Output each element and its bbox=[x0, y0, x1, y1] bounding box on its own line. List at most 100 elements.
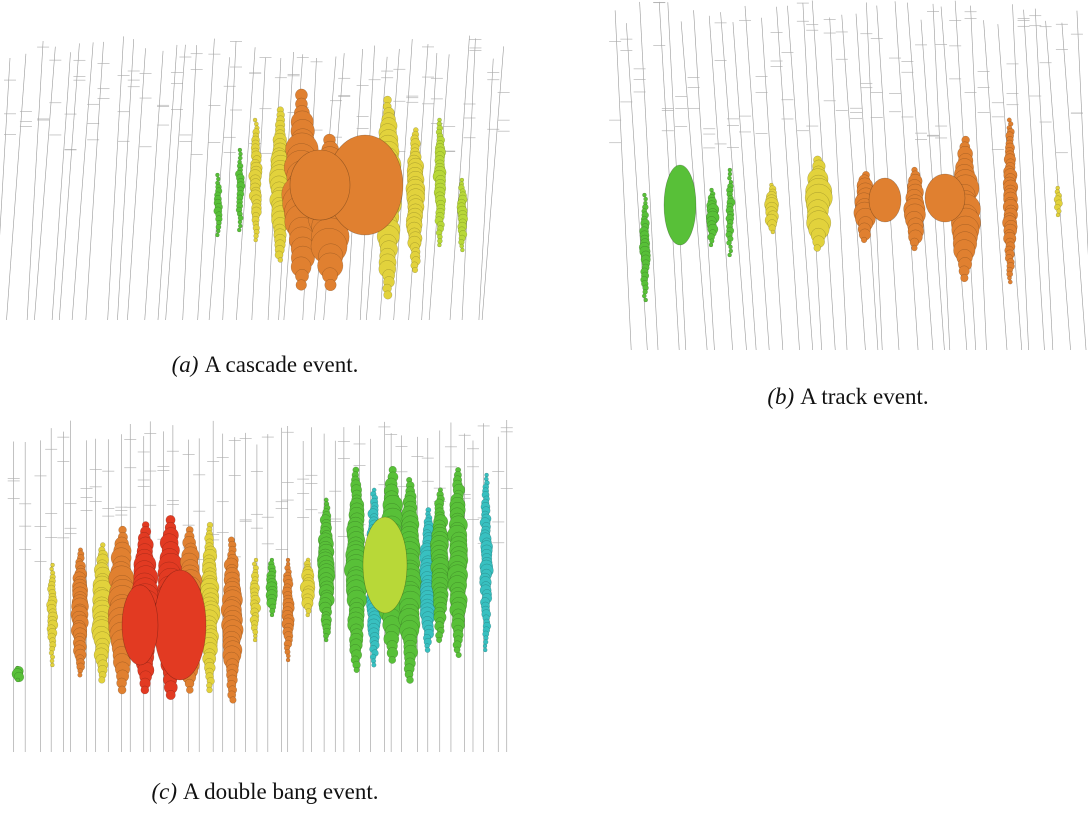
hit bbox=[1055, 212, 1061, 218]
panel-label: (b) bbox=[767, 384, 795, 409]
hit bbox=[253, 633, 258, 639]
detector-string bbox=[1034, 8, 1054, 351]
detector-string bbox=[117, 39, 135, 321]
detector-string bbox=[1076, 10, 1088, 256]
hit bbox=[641, 293, 647, 299]
hit bbox=[324, 278, 337, 292]
hit bbox=[708, 242, 714, 248]
detector-string bbox=[393, 39, 413, 321]
hit bbox=[305, 612, 310, 618]
hit bbox=[353, 666, 360, 674]
detector-string bbox=[732, 22, 757, 351]
hit bbox=[643, 196, 648, 202]
hit bbox=[254, 121, 259, 127]
hit bbox=[424, 647, 431, 653]
detector-string bbox=[614, 10, 632, 351]
hit-cluster bbox=[289, 149, 351, 221]
hit bbox=[277, 257, 284, 263]
hit bbox=[252, 637, 258, 643]
hit bbox=[237, 155, 243, 161]
caption-text: A track event. bbox=[800, 384, 929, 409]
hit bbox=[642, 289, 648, 295]
hit bbox=[15, 677, 21, 683]
hit bbox=[186, 686, 194, 694]
detector-string bbox=[144, 50, 164, 321]
hit bbox=[50, 562, 55, 568]
hit-cluster bbox=[153, 569, 207, 681]
detector-string bbox=[449, 35, 470, 321]
hit bbox=[726, 240, 732, 246]
hit bbox=[237, 215, 244, 221]
hit-cluster bbox=[924, 173, 966, 223]
hit bbox=[295, 279, 307, 291]
detector-string bbox=[481, 46, 504, 321]
hit bbox=[770, 229, 776, 235]
hit bbox=[117, 685, 127, 695]
hit bbox=[460, 247, 465, 253]
hit bbox=[406, 676, 414, 684]
detector-string bbox=[876, 5, 900, 351]
hit bbox=[285, 653, 291, 659]
panel-label: (a) bbox=[171, 352, 199, 377]
hit bbox=[455, 651, 462, 659]
hit bbox=[253, 237, 258, 243]
hit bbox=[236, 227, 242, 233]
detector-string bbox=[894, 1, 919, 351]
hit bbox=[50, 662, 55, 668]
panel-label: (c) bbox=[151, 779, 178, 804]
hit bbox=[216, 176, 221, 182]
hit bbox=[1007, 279, 1013, 285]
detector-string bbox=[1012, 4, 1029, 351]
hit bbox=[727, 171, 733, 177]
hit bbox=[437, 242, 442, 248]
detector-string bbox=[680, 21, 708, 351]
hit bbox=[728, 244, 733, 250]
detector-string bbox=[720, 12, 747, 351]
detector-string bbox=[841, 14, 866, 351]
detector-string bbox=[1045, 20, 1071, 351]
hit bbox=[237, 147, 243, 153]
hit bbox=[960, 273, 969, 283]
detector-string bbox=[829, 17, 848, 351]
hit bbox=[727, 252, 732, 258]
hit bbox=[253, 557, 259, 563]
hit bbox=[49, 566, 54, 572]
detector-string bbox=[776, 6, 800, 351]
hit bbox=[484, 472, 489, 478]
hit bbox=[237, 219, 243, 225]
detector-string bbox=[0, 58, 11, 236]
detector-string bbox=[34, 46, 56, 321]
hit bbox=[323, 637, 329, 643]
detector-string bbox=[182, 45, 197, 321]
caption-a: (a) A cascade event. bbox=[172, 352, 359, 378]
hit bbox=[727, 175, 732, 181]
hit bbox=[709, 238, 715, 244]
detector-string bbox=[127, 48, 146, 321]
detector-string bbox=[787, 5, 814, 351]
detector-string bbox=[1061, 22, 1087, 351]
hit bbox=[411, 266, 419, 274]
hit bbox=[49, 654, 56, 660]
detector-string bbox=[744, 5, 770, 351]
hit bbox=[1007, 275, 1012, 281]
hit bbox=[860, 236, 868, 244]
detector-string bbox=[26, 41, 44, 321]
caption-b: (b) A track event. bbox=[767, 384, 928, 410]
detector-string bbox=[478, 58, 494, 321]
hit bbox=[285, 657, 291, 663]
detector-string bbox=[461, 38, 476, 321]
detector-string bbox=[693, 10, 715, 351]
hit bbox=[459, 243, 465, 249]
hit bbox=[253, 233, 259, 239]
hit bbox=[98, 676, 106, 684]
caption-text: A cascade event. bbox=[204, 352, 359, 377]
detector-string bbox=[970, 5, 987, 351]
detector-string bbox=[157, 44, 178, 321]
hit bbox=[483, 639, 489, 645]
hit bbox=[165, 690, 176, 700]
detector-string bbox=[708, 15, 733, 351]
hit-cluster bbox=[868, 177, 902, 223]
detector-string bbox=[165, 44, 186, 321]
